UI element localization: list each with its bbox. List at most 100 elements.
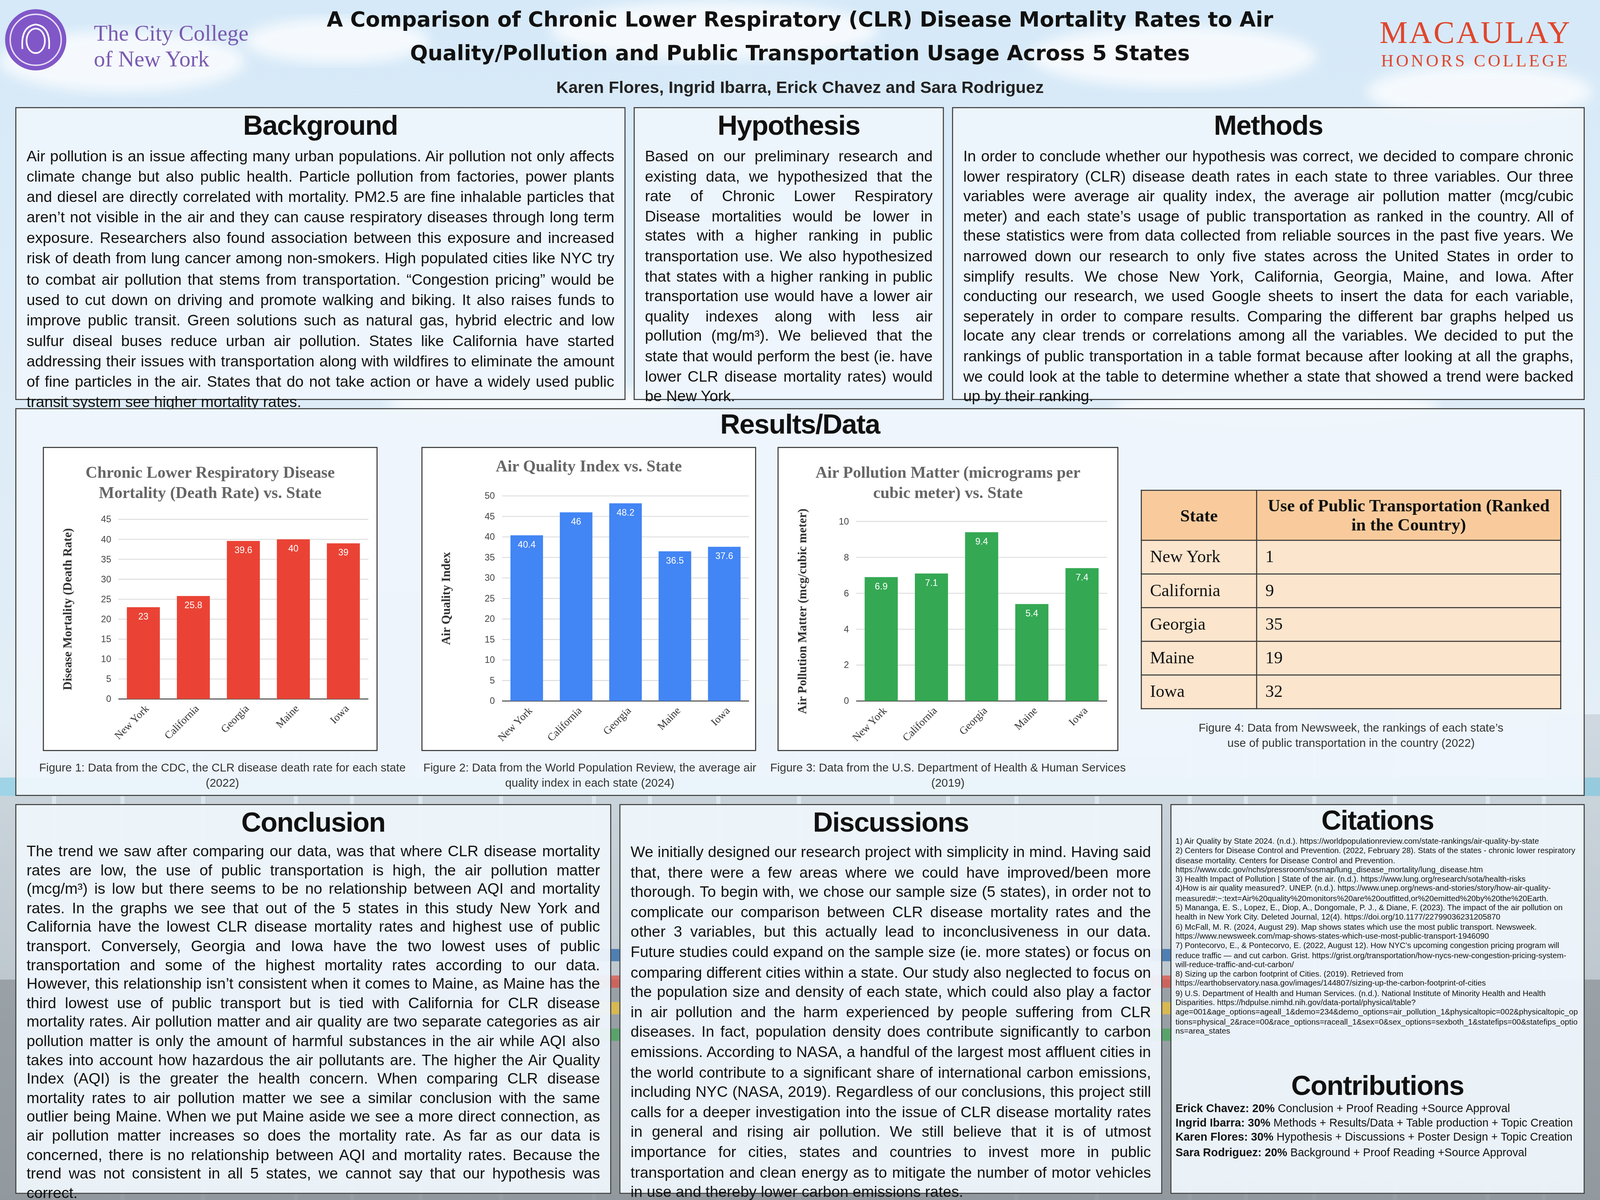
figure-caption: Figure 2: Data from the World Population… [419, 760, 761, 790]
logo-face [26, 28, 45, 54]
macaulay-logo: MACAULAYHONORS COLLEGE [1357, 14, 1594, 72]
y-tick-label: 15 [101, 633, 112, 645]
heading: Conclusion [16, 807, 611, 839]
y-tick-label: 25 [101, 594, 112, 605]
ccny-name-line: The City College [93, 20, 249, 46]
row: California9 [1141, 573, 1561, 608]
bar [276, 539, 310, 700]
background-box: BackgroundAir pollution is an issue affe… [15, 107, 626, 400]
heading: Contributions [1171, 1070, 1584, 1102]
macaulay-line: HONORS COLLEGE [1357, 51, 1594, 72]
row: Georgia35 [1141, 607, 1561, 642]
chart-title: Chronic Lower Respiratory Disease Mortal… [62, 462, 359, 503]
cell: 32 [1256, 675, 1561, 709]
cell: Iowa [1141, 675, 1257, 709]
row: New York1 [1141, 540, 1561, 574]
y-tick-label: 45 [484, 511, 495, 522]
logo-hair [22, 24, 50, 50]
bars [126, 539, 360, 700]
contribution: Karen Flores: 30% Hypothesis + Discussio… [1175, 1130, 1579, 1145]
x-tick-label: Georgia [600, 704, 634, 738]
body-text: Based on our preliminary research and ex… [644, 146, 933, 406]
x-tick-label: Maine [1012, 704, 1040, 733]
share: 30% [1251, 1130, 1274, 1143]
bar [226, 541, 260, 700]
chart-title: Air Pollution Matter (micrograms per cub… [796, 462, 1099, 503]
y-tick-label: 0 [843, 695, 849, 706]
bar [914, 573, 949, 701]
header-cell: State [1141, 490, 1257, 541]
title: A Comparison of Chronic Lower Respirator… [253, 3, 1347, 71]
citation: 8) Sizing up the carbon footprint of Cit… [1175, 969, 1579, 989]
row: Iowa32 [1141, 675, 1561, 709]
tasks: Methods + Results/Data + Table productio… [1273, 1116, 1573, 1129]
cell: 9 [1256, 573, 1561, 608]
data-label: 36.5 [666, 555, 684, 566]
authors: Karen Flores, Ingrid Ibarra, Erick Chave… [306, 77, 1295, 98]
y-tick-label: 10 [838, 516, 849, 527]
contributor: Erick Chavez: [1175, 1101, 1249, 1115]
y-tick-label: 30 [484, 572, 495, 583]
x-tick-label: Iowa [1066, 704, 1090, 729]
cell: Maine [1141, 641, 1257, 675]
grid-line [501, 495, 749, 497]
x-tick-label: Iowa [327, 702, 352, 727]
bar [126, 607, 160, 699]
data-label: 7.4 [1075, 572, 1089, 583]
heading: Citations [1171, 805, 1584, 837]
bar [176, 596, 210, 700]
y-tick-label: 40 [484, 531, 495, 542]
y-tick-label: 40 [101, 534, 112, 545]
poster: The City Collegeof New YorkA Comparison … [0, 0, 1600, 1200]
body-text: In order to conclude whether our hypothe… [963, 146, 1574, 406]
body-text: Air pollution is an issue affecting many… [26, 146, 615, 413]
data-label: 40.4 [517, 539, 536, 550]
cell: New York [1141, 540, 1257, 574]
hypothesis-box: HypothesisBased on our preliminary resea… [633, 107, 944, 400]
table-caption: Figure 4: Data from Newsweek, the rankin… [1193, 720, 1509, 750]
x-tick-label: Iowa [708, 704, 733, 729]
cell: 35 [1256, 607, 1561, 642]
y-axis-label: Disease Mortality (Death Rate) [60, 528, 75, 691]
contribution: Erick Chavez: 20% Conclusion + Proof Rea… [1175, 1101, 1579, 1116]
x-tick-label: Maine [273, 702, 302, 731]
figure-caption: Figure 1: Data from the CDC, the CLR dis… [36, 760, 409, 790]
grid-line [118, 519, 369, 520]
citation: 9) U.S. Department of Health and Human S… [1175, 988, 1579, 1036]
x-tick-label: Georgia [957, 704, 990, 738]
ccny-name-line: of New York [93, 46, 249, 72]
chart-frame: 02468106.9New York7.1California9.4Georgi… [777, 446, 1119, 751]
cell: 19 [1256, 641, 1561, 675]
bar [559, 512, 593, 702]
body-text: We initially designed our research proje… [630, 841, 1151, 1200]
header-cell: Use of Public Transportation (Ranked in … [1256, 490, 1561, 541]
data-label: 37.6 [715, 550, 734, 561]
grid-line [856, 521, 1108, 522]
bar [326, 543, 360, 699]
data-label: 40 [288, 543, 299, 554]
ccny-logo [3, 8, 68, 72]
x-tick-label: California [162, 702, 202, 742]
data-label: 39.6 [234, 544, 253, 556]
bar [1065, 567, 1099, 701]
cell: 1 [1256, 540, 1561, 574]
y-tick-label: 50 [484, 490, 495, 501]
contribution: Sara Rodriguez: 20% Background + Proof R… [1175, 1144, 1579, 1159]
data-label: 39 [338, 547, 349, 558]
data-label: 23 [138, 611, 149, 622]
x-tick-label: New York [495, 704, 535, 744]
data-label: 7.1 [925, 577, 938, 588]
y-tick-label: 20 [101, 614, 112, 625]
share: 30% [1248, 1116, 1271, 1129]
y-tick-label: 4 [843, 624, 849, 635]
chart-frame: 0510152025303540455040.4New York46Califo… [421, 446, 757, 751]
chart-title: Air Quality Index vs. State [440, 456, 737, 477]
tasks: Background + Proof Reading +Source Appro… [1290, 1145, 1527, 1158]
methods-box: MethodsIn order to conclude whether our … [951, 107, 1585, 400]
y-tick-label: 20 [484, 613, 495, 624]
row: Maine19 [1141, 641, 1561, 675]
y-axis-label: Air Quality Index [439, 551, 453, 645]
y-tick-label: 25 [484, 593, 495, 604]
y-tick-label: 45 [101, 514, 112, 525]
y-tick-label: 10 [484, 654, 495, 665]
